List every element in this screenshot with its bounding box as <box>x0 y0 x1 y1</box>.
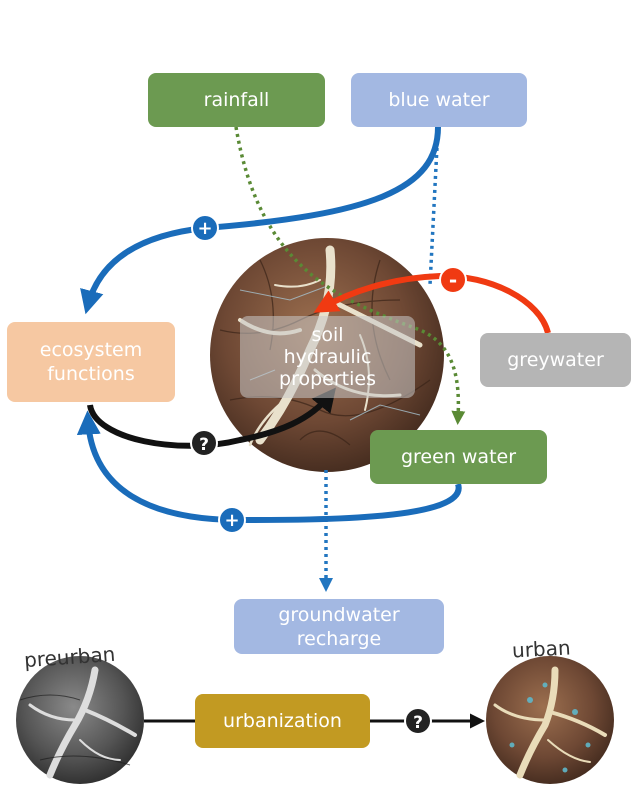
positive-sign-badge-bottom: + <box>218 506 246 534</box>
positive-sign-top: + <box>197 218 212 239</box>
soil-label-line2: hydraulic <box>283 346 372 368</box>
groundwater-label-line1: groundwater <box>278 603 400 626</box>
greywater-box: greywater <box>480 333 631 387</box>
greywater-label: greywater <box>507 349 604 371</box>
groundwater-label-line2: recharge <box>296 627 382 650</box>
ecosystem-functions-box: ecosystem functions <box>7 322 175 402</box>
rainfall-to-green-water-arrow <box>234 126 466 425</box>
question-badge-urbanization: ? <box>404 707 432 735</box>
green-water-box: green water <box>370 430 547 484</box>
negative-sign-badge: - <box>439 266 467 294</box>
soil-label-line1: soil <box>311 324 344 346</box>
urban-image <box>486 656 614 784</box>
urbanization-box: urbanization <box>195 694 370 748</box>
urban-label: urban <box>511 635 572 663</box>
ecosystem-functions-label-line1: ecosystem <box>39 339 143 361</box>
preurban-image <box>16 656 144 784</box>
question-mark-urbanization: ? <box>413 713 423 733</box>
ecosystem-functions-label-line2: functions <box>47 363 135 385</box>
urbanization-label: urbanization <box>223 710 342 732</box>
positive-sign-bottom: + <box>224 510 239 531</box>
groundwater-recharge-box: groundwater recharge <box>234 599 444 654</box>
ecosystem-to-soil-arrow <box>87 387 337 449</box>
green-water-label: green water <box>400 446 517 468</box>
rainfall-box: rainfall <box>148 73 325 127</box>
soil-label-line3: properties <box>279 368 376 390</box>
question-mark-ecosystem: ? <box>199 435 209 455</box>
soil-hydraulic-properties-box: soil hydraulic properties <box>240 316 415 398</box>
blue-water-to-ecosystem-arrow <box>80 126 441 315</box>
positive-sign-badge-top: + <box>191 214 219 242</box>
blue-water-box: blue water <box>351 73 527 127</box>
blue-water-to-soil-arrow <box>428 126 440 286</box>
question-badge-ecosystem: ? <box>190 429 218 457</box>
negative-sign: - <box>449 268 457 292</box>
blue-water-label: blue water <box>388 89 490 111</box>
rainfall-label: rainfall <box>203 89 270 111</box>
